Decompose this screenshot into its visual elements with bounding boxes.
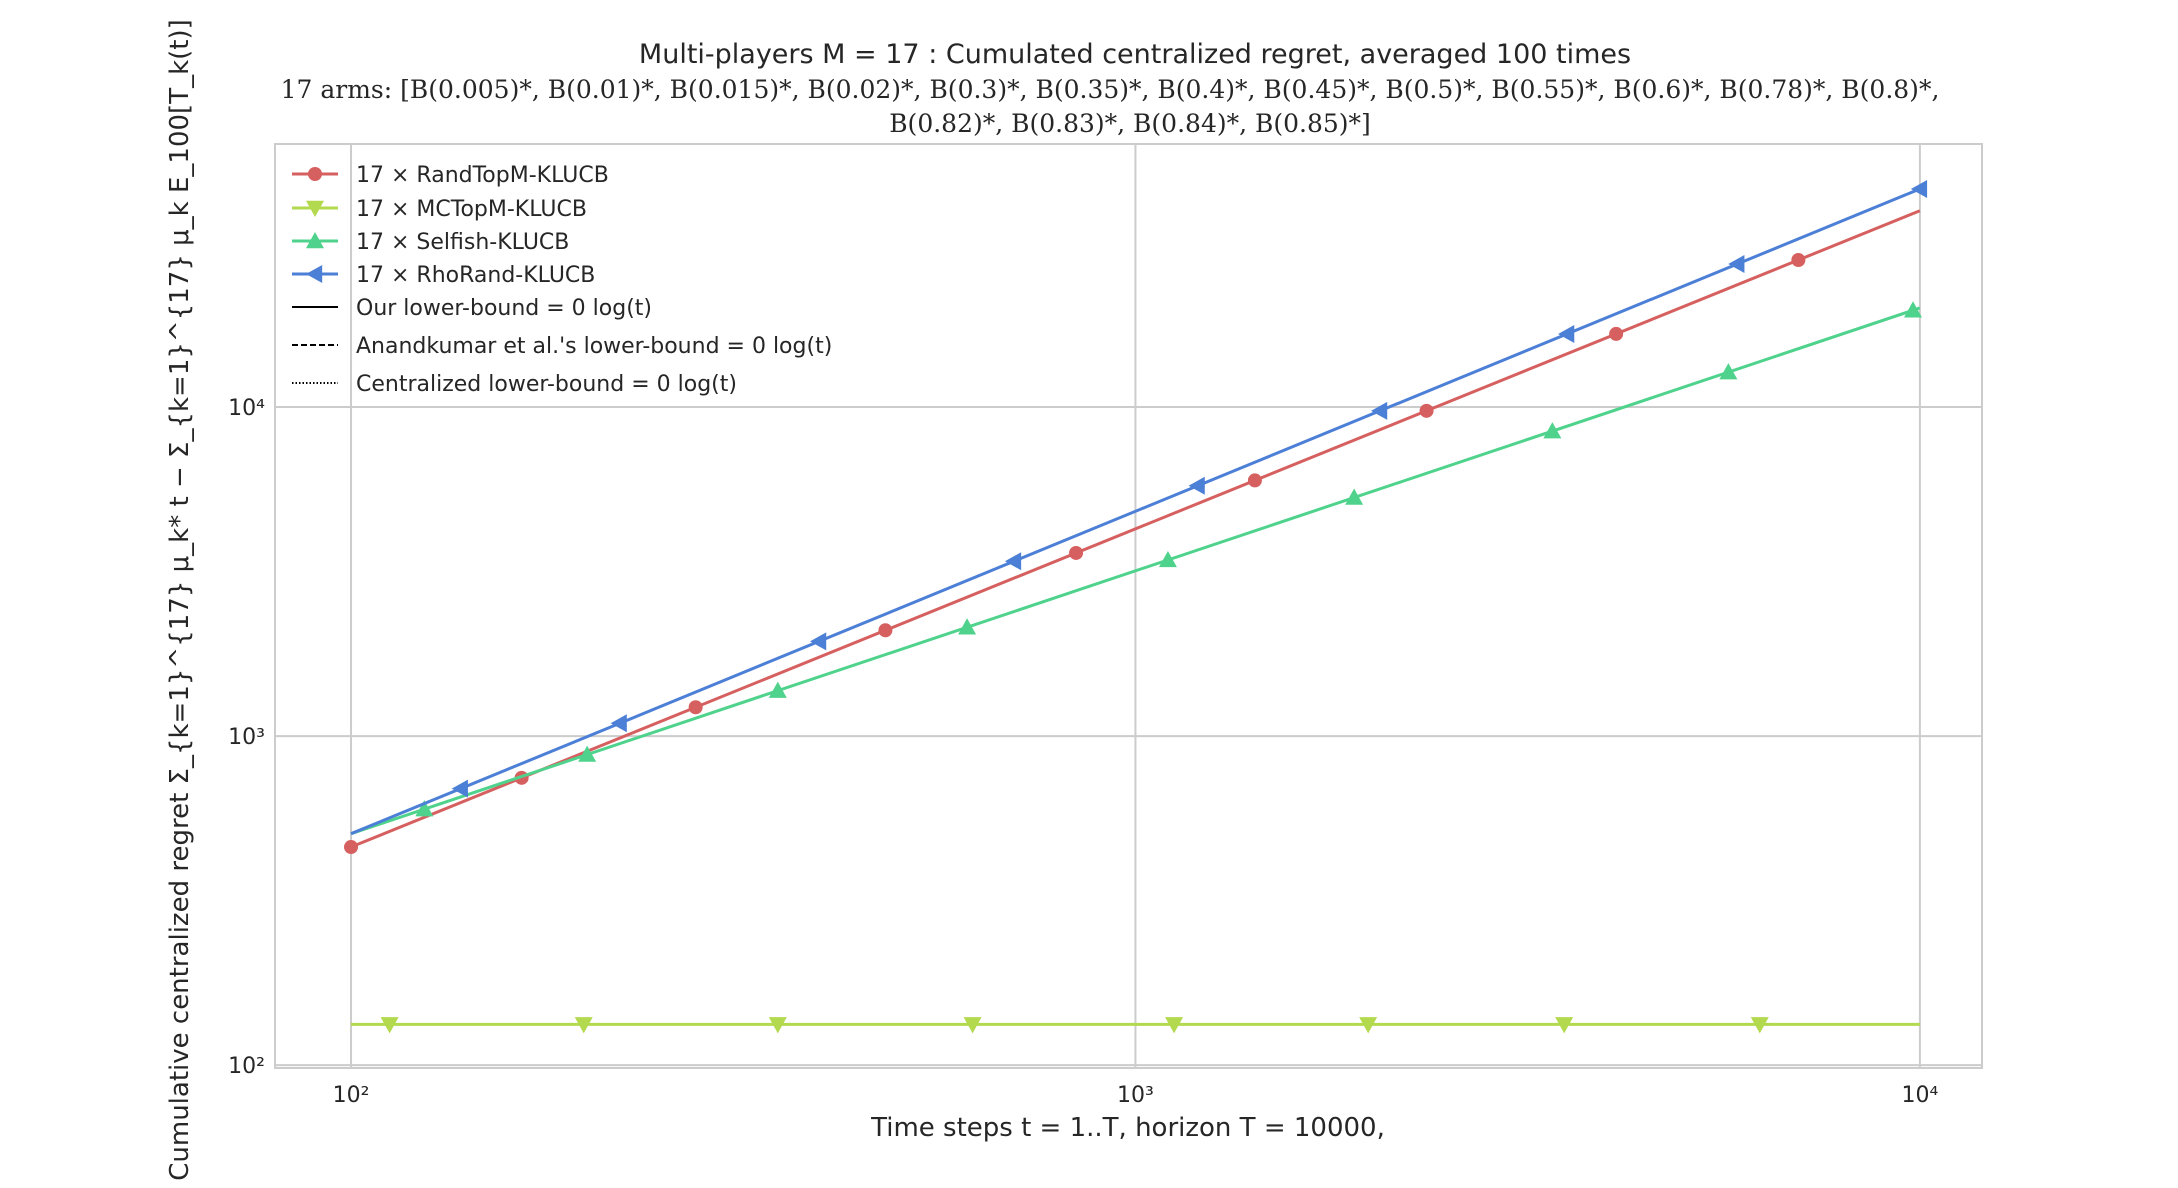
data-point — [1904, 301, 1923, 318]
data-point — [1558, 324, 1575, 343]
data-point — [1728, 255, 1745, 274]
legend-item: 17 × RhoRand-KLUCB — [292, 263, 595, 288]
data-point — [958, 618, 977, 635]
data-point — [878, 623, 893, 638]
data-point — [1555, 1017, 1574, 1034]
x-tick-labels: 10² 10³ 10⁴ — [333, 1083, 1939, 1108]
data-point — [1247, 473, 1262, 488]
data-point — [1910, 179, 1928, 198]
legend-label: 17 × Selfish-KLUCB — [356, 230, 569, 255]
data-point — [810, 632, 827, 651]
y-tick-label: 10³ — [228, 725, 265, 750]
legend-label: 17 × RhoRand-KLUCB — [356, 263, 595, 288]
series-line — [350, 187, 1921, 836]
legend-label: 17 × MCTopM-KLUCB — [356, 197, 587, 222]
chart-title: Multi-players M = 17 : Cumulated central… — [639, 39, 1631, 70]
y-tick-labels: 10² 10³ 10⁴ — [228, 396, 265, 1079]
data-point — [344, 840, 359, 855]
legend-marker — [306, 200, 324, 217]
data-point — [574, 1017, 593, 1034]
data-point — [768, 1017, 787, 1034]
data-point — [1719, 363, 1738, 380]
plot-background — [275, 144, 1982, 1068]
data-point — [1345, 488, 1364, 505]
x-tick-label: 10³ — [1117, 1083, 1154, 1108]
data-point — [1069, 545, 1084, 560]
y-tick-label: 10⁴ — [228, 396, 265, 421]
x-axis-label: Time steps t = 1..T, horizon T = 10000, — [870, 1113, 1385, 1143]
series-line — [350, 209, 1921, 849]
data-point — [451, 779, 468, 798]
data-point — [688, 700, 703, 715]
data-point — [1791, 252, 1806, 267]
y-tick-label: 10² — [228, 1054, 265, 1079]
y-axis-label: Cumulative centralized regret Σ_{k=1}^{1… — [165, 19, 195, 1181]
legend-marker — [306, 265, 323, 283]
series-1 — [351, 1017, 1920, 1034]
x-tick-label: 10² — [333, 1083, 370, 1108]
data-point — [1359, 1017, 1378, 1034]
series-line — [350, 306, 1921, 836]
data-point — [1165, 1017, 1184, 1034]
series-layer — [344, 179, 1928, 1034]
legend-item: Our lower-bound = 0 log(t) — [292, 296, 652, 321]
legend-item: 17 × RandTopM-KLUCB — [292, 163, 609, 188]
data-point — [1750, 1017, 1769, 1034]
grid-lines — [275, 144, 1982, 1068]
data-point — [1543, 422, 1562, 439]
data-point — [415, 800, 434, 817]
chart-subtitle-line-2: B(0.82)*, B(0.83)*, B(0.84)*, B(0.85)*] — [889, 109, 1371, 138]
legend-label: 17 × RandTopM-KLUCB — [356, 163, 609, 188]
data-point — [963, 1017, 982, 1034]
data-point — [610, 714, 627, 733]
plot-frame — [274, 143, 1983, 1069]
legend-marker — [308, 167, 322, 181]
legend-label: Centralized lower-bound = 0 log(t) — [356, 372, 737, 397]
legend-item: Centralized lower-bound = 0 log(t) — [292, 372, 737, 397]
data-point — [1371, 401, 1388, 420]
series-3 — [350, 179, 1928, 836]
series-2 — [350, 301, 1923, 836]
data-point — [578, 745, 597, 762]
chart-subtitle-line-1: 17 arms: [B(0.005)*, B(0.01)*, B(0.015)*… — [281, 75, 1940, 104]
data-point — [1188, 476, 1205, 495]
data-point — [1419, 403, 1434, 418]
legend-marker — [306, 232, 324, 249]
legend-label: Anandkumar et al.'s lower-bound = 0 log(… — [356, 334, 832, 359]
x-tick-label: 10⁴ — [1901, 1083, 1938, 1108]
data-point — [1609, 326, 1624, 341]
legend-item: 17 × MCTopM-KLUCB — [292, 197, 587, 222]
data-point — [380, 1017, 399, 1034]
data-point — [1158, 550, 1177, 568]
legend-item: Anandkumar et al.'s lower-bound = 0 log(… — [292, 334, 832, 359]
legend-label: Our lower-bound = 0 log(t) — [356, 296, 652, 321]
data-point — [1004, 552, 1022, 571]
data-point — [768, 681, 787, 698]
legend-item: 17 × Selfish-KLUCB — [292, 230, 569, 255]
legend: 17 × RandTopM-KLUCB 17 × MCTopM-KLUCB 17 ×… — [292, 163, 832, 397]
